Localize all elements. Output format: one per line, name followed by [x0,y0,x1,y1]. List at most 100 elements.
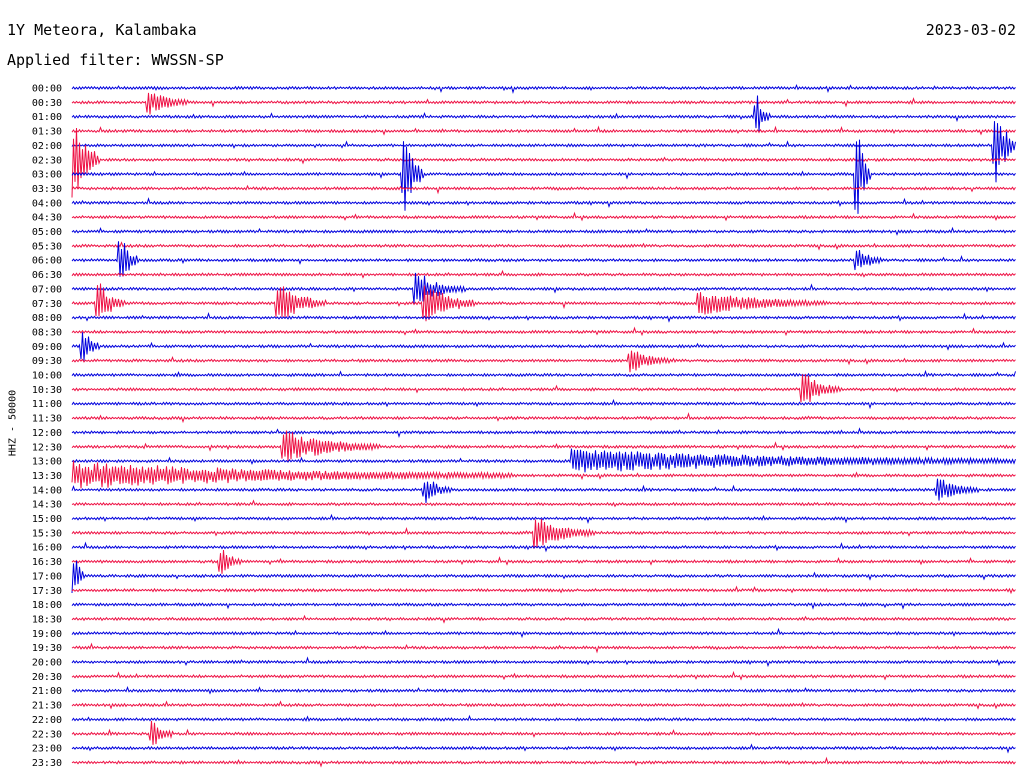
row-label: 18:00 [32,600,62,611]
row-label: 01:30 [32,127,62,138]
row-label: 15:30 [32,528,62,539]
trace-0400 [71,197,1016,208]
row-label: 08:30 [32,327,62,338]
row-label: 23:30 [32,758,62,769]
row-label: 14:00 [32,485,62,496]
trace-0900 [71,332,1016,361]
trace-1730 [71,585,1016,595]
trace-1030 [71,374,1016,403]
trace-2030 [71,670,1016,681]
row-label: 00:00 [32,84,62,95]
trace-0800 [71,311,1016,323]
trace-2100 [71,686,1016,695]
trace-1330 [71,460,1016,489]
trace-1430 [71,499,1016,508]
trace-0430 [71,211,1016,222]
row-label: 19:00 [32,629,62,640]
row-label: 22:00 [32,715,62,726]
row-label: 14:30 [32,500,62,511]
station-title: 1Y Meteora, Kalambaka [7,21,197,39]
row-label: 04:30 [32,213,62,224]
row-label: 11:00 [32,399,62,410]
row-label: 07:30 [32,299,62,310]
trace-0030 [71,92,1016,115]
trace-2130 [71,700,1016,710]
trace-0200 [71,121,1016,183]
row-label: 13:00 [32,457,62,468]
trace-1500 [71,513,1016,525]
row-label: 11:30 [32,414,62,425]
row-label: 15:00 [32,514,62,525]
row-label: 02:00 [32,141,62,152]
trace-0930 [71,350,1016,373]
row-label: 20:00 [32,658,62,669]
row-label: 00:30 [32,98,62,109]
trace-0230 [71,127,1016,198]
row-label: 23:00 [32,744,62,755]
trace-0630 [71,269,1016,279]
row-label: 18:30 [32,614,62,625]
row-label: 13:30 [32,471,62,482]
row-label: 12:30 [32,442,62,453]
row-label: 03:30 [32,184,62,195]
row-label: 09:30 [32,356,62,367]
trace-1830 [71,614,1016,624]
trace-1700 [71,560,1016,594]
trace-0000 [71,83,1016,94]
row-label: 05:00 [32,227,62,238]
trace-1000 [71,369,1016,378]
trace-0130 [71,125,1016,136]
row-label: 10:30 [32,385,62,396]
row-label: 17:00 [32,571,62,582]
row-label: 06:00 [32,256,62,267]
row-label: 22:30 [32,729,62,740]
row-label: 16:00 [32,543,62,554]
trace-1230 [71,430,1016,462]
row-label: 21:30 [32,701,62,712]
row-label: 09:00 [32,342,62,353]
row-label: 01:00 [32,112,62,123]
trace-0330 [71,184,1016,195]
trace-1400 [71,478,1016,504]
trace-1600 [71,541,1016,553]
trace-1900 [71,627,1016,639]
trace-1100 [71,398,1016,410]
trace-0830 [71,326,1016,337]
trace-0600 [71,241,1016,277]
trace-0700 [71,272,1016,305]
row-label: 08:00 [32,313,62,324]
trace-2000 [71,656,1016,668]
trace-1930 [71,642,1016,654]
trace-1300 [71,448,1016,473]
trace-0730 [71,283,1016,322]
trace-0100 [71,95,1016,132]
trace-0300 [71,139,1016,214]
row-label: 03:00 [32,170,62,181]
trace-2200 [71,714,1016,722]
row-label: 17:30 [32,586,62,597]
row-label: 02:30 [32,155,62,166]
trace-1130 [71,412,1016,424]
trace-0500 [71,226,1016,236]
filter-label: Applied filter: WWSSN-SP [7,51,224,69]
row-label: 06:30 [32,270,62,281]
row-label: 12:00 [32,428,62,439]
trace-2300 [71,743,1016,754]
record-date: 2023-03-02 [925,21,1016,39]
row-label: 20:30 [32,672,62,683]
row-label: 05:30 [32,241,62,252]
row-label: 21:00 [32,686,62,697]
trace-2230 [71,720,1016,745]
trace-2330 [71,756,1016,768]
row-label: 19:30 [32,643,62,654]
row-label: 10:00 [32,371,62,382]
row-label: 04:00 [32,198,62,209]
trace-0530 [71,241,1016,251]
row-label: 16:30 [32,557,62,568]
trace-1800 [71,602,1016,610]
row-label: 07:00 [32,284,62,295]
trace-1630 [71,549,1016,574]
trace-1200 [71,427,1016,439]
trace-1530 [71,518,1016,549]
